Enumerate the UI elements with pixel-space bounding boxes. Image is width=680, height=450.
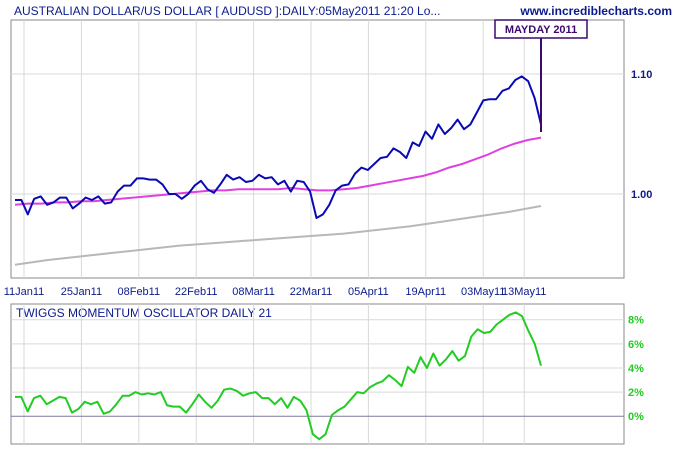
oscillator-series-group xyxy=(15,311,542,441)
long-ma-line xyxy=(14,205,542,266)
price-y-axis: 1.10 1.00 xyxy=(631,69,652,201)
date-tick-label: 11Jan11 xyxy=(4,286,45,298)
osc-y-tick-label: 0% xyxy=(628,411,644,423)
date-tick-label: 08Mar11 xyxy=(232,286,275,298)
price-chart-title: AUSTRALIAN DOLLAR/US DOLLAR [ AUDUSD ]:D… xyxy=(14,4,440,18)
date-tick-label: 08Feb11 xyxy=(117,286,160,298)
date-tick-label: 19Apr11 xyxy=(405,286,446,298)
callout-label: MAYDAY 2011 xyxy=(505,24,577,36)
price-y-tick-label: 1.10 xyxy=(631,69,652,81)
osc-y-tick-label: 8% xyxy=(628,315,644,327)
osc-y-tick-label: 2% xyxy=(628,387,644,399)
oscillator-y-axis: 8% 6% 4% 2% 0% xyxy=(628,315,644,424)
date-axis: 11Jan11 25Jan11 08Feb11 22Feb11 08Mar11 22Mar… xyxy=(4,286,547,298)
osc-y-tick-label: 4% xyxy=(628,363,644,375)
date-tick-label: 22Feb11 xyxy=(175,286,218,298)
price-panel: 1.10 1.00 xyxy=(10,19,652,279)
price-panel-frame xyxy=(10,19,625,279)
oscillator-panel: TWIGGS MOMENTUM OSCILLATOR DAILY 21 8% 6%… xyxy=(10,303,644,445)
oscillator-title: TWIGGS MOMENTUM OSCILLATOR DAILY 21 xyxy=(16,306,272,320)
date-tick-label: 13May11 xyxy=(502,286,546,298)
date-tick-label: 05Apr11 xyxy=(348,286,389,298)
date-tick-label: 22Mar11 xyxy=(290,286,333,298)
price-series-group xyxy=(14,75,542,266)
mayday-callout: MAYDAY 2011 xyxy=(494,19,588,132)
oscillator-grid xyxy=(11,304,624,444)
date-tick-label: 03May11 xyxy=(461,286,505,298)
oscillator-line xyxy=(15,311,542,441)
oscillator-panel-frame xyxy=(10,303,625,445)
osc-y-tick-label: 6% xyxy=(628,339,644,351)
site-watermark: www.incrediblecharts.com xyxy=(519,4,672,18)
price-grid xyxy=(11,20,624,278)
price-y-tick-label: 1.00 xyxy=(631,189,652,201)
price-line xyxy=(15,75,542,219)
callout-box xyxy=(494,19,588,39)
date-tick-label: 25Jan11 xyxy=(61,286,102,298)
